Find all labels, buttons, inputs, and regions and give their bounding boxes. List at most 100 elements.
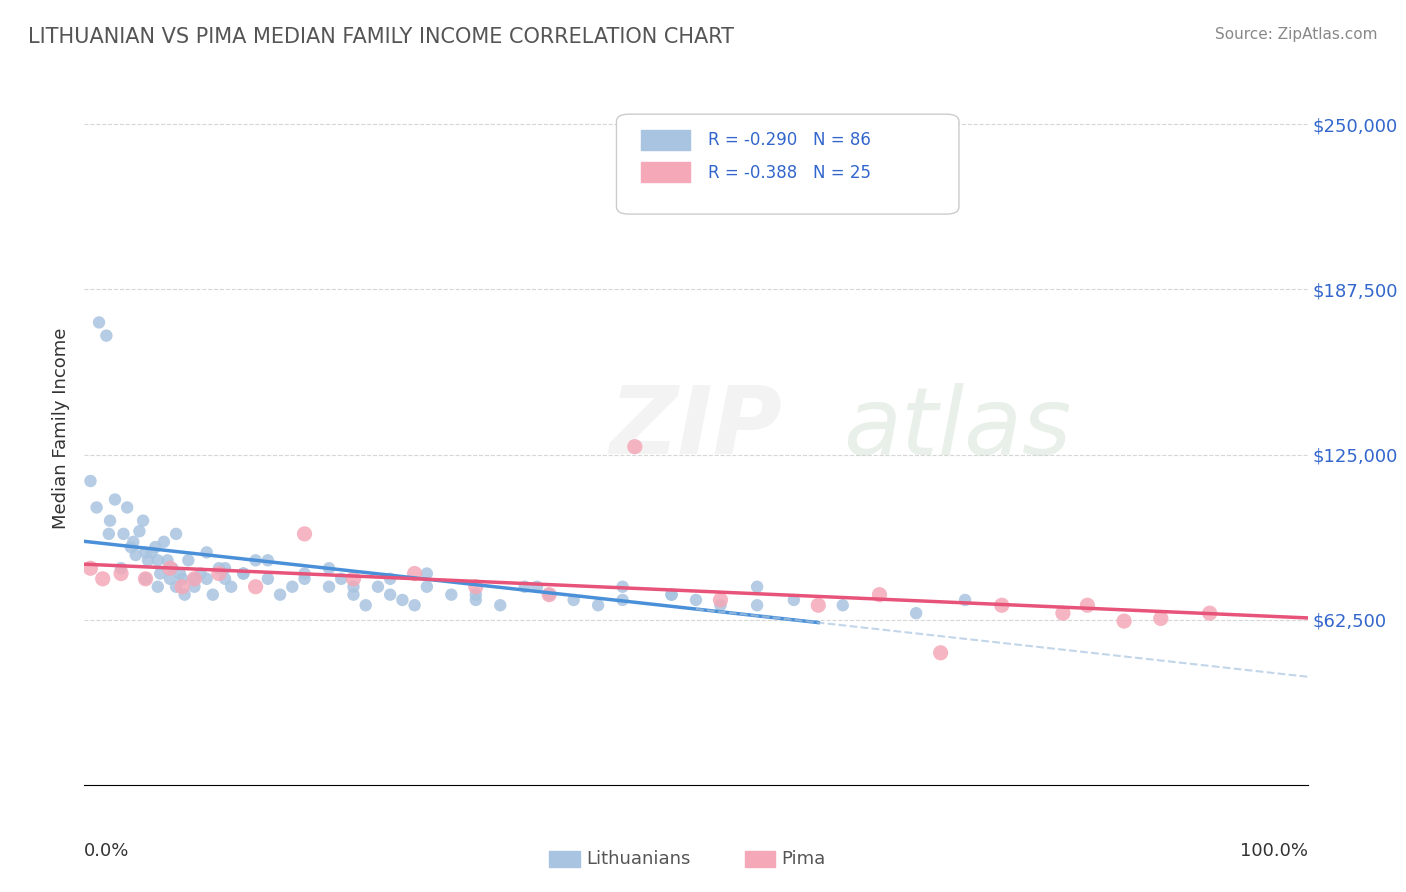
Point — [146, 553, 169, 567]
Point — [380, 572, 402, 586]
Point — [489, 599, 512, 613]
Point — [1198, 606, 1220, 620]
Point — [586, 599, 609, 613]
Y-axis label: Median Family Income: Median Family Income — [52, 327, 70, 529]
Point — [464, 588, 486, 602]
Point — [214, 572, 236, 586]
Point — [991, 599, 1014, 613]
Point — [661, 588, 683, 602]
Point — [165, 527, 187, 541]
Point — [807, 599, 830, 613]
Point — [149, 566, 172, 581]
Text: 0.0%: 0.0% — [84, 842, 129, 860]
Point — [190, 566, 212, 581]
Point — [135, 545, 157, 559]
Point — [159, 561, 181, 575]
Point — [110, 566, 132, 581]
Point — [416, 580, 439, 594]
Text: Pima: Pima — [782, 850, 825, 868]
Point — [128, 524, 150, 539]
Point — [172, 572, 194, 586]
Point — [281, 580, 304, 594]
Point — [404, 599, 426, 613]
Point — [1150, 611, 1173, 625]
Point — [538, 588, 561, 602]
Point — [195, 572, 218, 586]
Point — [122, 534, 145, 549]
Point — [91, 572, 114, 586]
Text: R = -0.388   N = 25: R = -0.388 N = 25 — [709, 164, 872, 182]
Point — [783, 593, 806, 607]
Point — [183, 572, 205, 586]
Text: Lithuanians: Lithuanians — [586, 850, 690, 868]
Point — [98, 514, 121, 528]
Point — [86, 500, 108, 515]
Point — [929, 646, 952, 660]
Point — [661, 588, 683, 602]
Point — [342, 588, 364, 602]
Point — [115, 500, 138, 515]
Point — [232, 566, 254, 581]
Point — [79, 561, 101, 575]
Bar — [641, 162, 690, 182]
Point — [172, 580, 194, 594]
Point — [214, 561, 236, 575]
Point — [404, 566, 426, 581]
Point — [245, 553, 267, 567]
Point — [562, 593, 585, 607]
Point — [153, 534, 176, 549]
Point — [245, 580, 267, 594]
Point — [330, 572, 353, 586]
Text: ZIP: ZIP — [610, 382, 782, 475]
Point — [135, 572, 157, 586]
Point — [141, 545, 163, 559]
Point — [747, 580, 769, 594]
Bar — [550, 851, 579, 867]
Point — [208, 561, 231, 575]
Bar — [745, 851, 776, 867]
Point — [183, 580, 205, 594]
Point — [831, 599, 853, 613]
Point — [135, 572, 157, 586]
Point — [318, 580, 340, 594]
Point — [416, 566, 439, 581]
Point — [294, 527, 316, 541]
Point — [709, 593, 731, 607]
Point — [367, 580, 389, 594]
Text: 100.0%: 100.0% — [1240, 842, 1308, 860]
Text: Source: ZipAtlas.com: Source: ZipAtlas.com — [1215, 27, 1378, 42]
Point — [201, 588, 224, 602]
Point — [136, 553, 159, 567]
Point — [87, 315, 110, 329]
Point — [1076, 599, 1098, 613]
Point — [232, 566, 254, 581]
Point — [1052, 606, 1074, 620]
Point — [104, 492, 127, 507]
Point — [709, 599, 731, 613]
Point — [953, 593, 976, 607]
Point — [165, 580, 187, 594]
Point — [159, 572, 181, 586]
Point — [162, 561, 184, 575]
Point — [318, 561, 340, 575]
Point — [79, 474, 101, 488]
Point — [195, 545, 218, 559]
Point — [257, 553, 280, 567]
Point — [294, 566, 316, 581]
Point — [342, 580, 364, 594]
Point — [257, 572, 280, 586]
Point — [183, 572, 205, 586]
Point — [538, 588, 561, 602]
Point — [526, 580, 548, 594]
Point — [110, 561, 132, 575]
Point — [440, 588, 463, 602]
Point — [294, 572, 316, 586]
Point — [269, 588, 291, 602]
Point — [112, 527, 135, 541]
Point — [219, 580, 242, 594]
Point — [125, 548, 148, 562]
Text: atlas: atlas — [842, 383, 1071, 474]
Point — [747, 599, 769, 613]
FancyBboxPatch shape — [616, 114, 959, 214]
Point — [612, 593, 634, 607]
